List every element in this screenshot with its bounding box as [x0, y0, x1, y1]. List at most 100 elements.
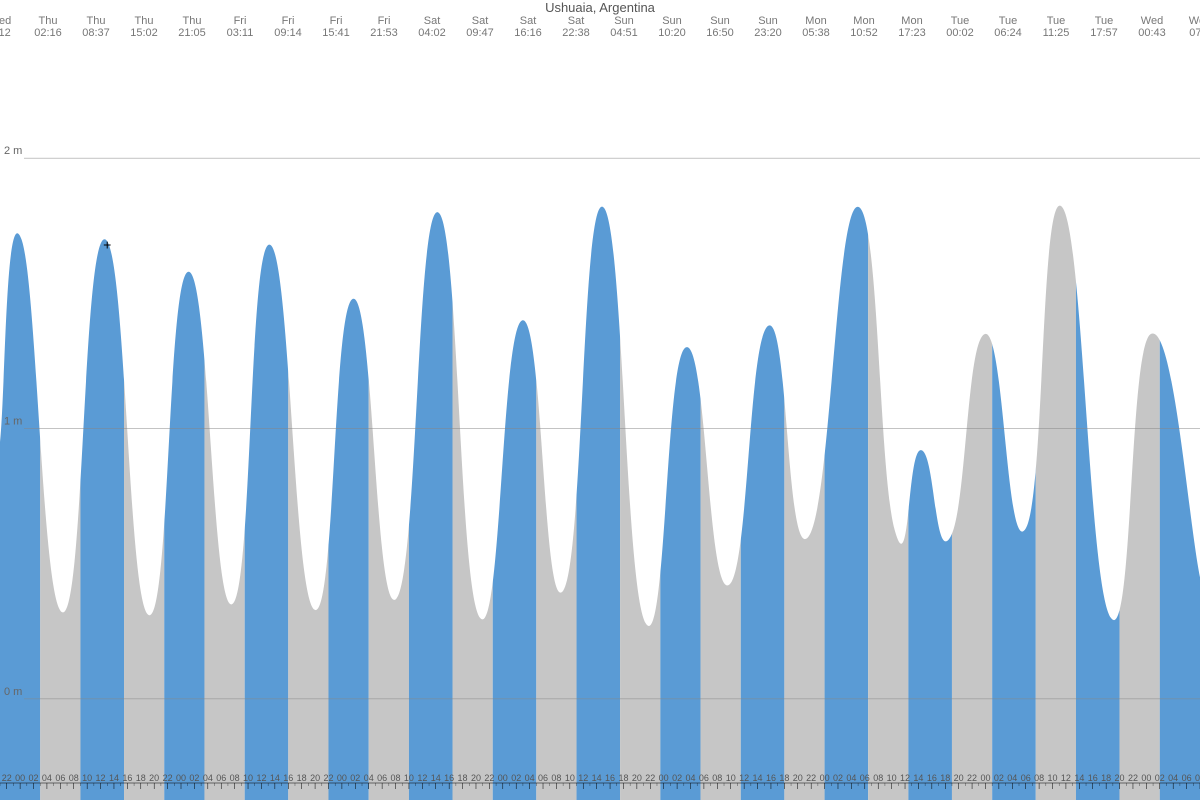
x-tick-label: 14 — [431, 773, 441, 783]
top-label-day: Sun — [758, 15, 778, 27]
top-label-time: 21:05 — [178, 27, 206, 39]
x-tick-label: 12 — [417, 773, 427, 783]
top-label-time: 16:50 — [706, 27, 734, 39]
x-tick-label: 18 — [618, 773, 628, 783]
x-tick-label: 22 — [645, 773, 655, 783]
x-tick-label: 10 — [404, 773, 414, 783]
top-label-day: Sat — [520, 15, 537, 27]
x-tick-label: 00 — [980, 773, 990, 783]
x-tick-label: 14 — [109, 773, 119, 783]
top-label-day: Thu — [183, 15, 202, 27]
x-tick-label: 22 — [323, 773, 333, 783]
x-tick-label: 14 — [1074, 773, 1084, 783]
x-tick-label: 10 — [726, 773, 736, 783]
x-tick-label: 04 — [846, 773, 856, 783]
top-label-day: Mon — [901, 15, 922, 27]
top-label-time: 09:14 — [274, 27, 302, 39]
x-tick-label: 10 — [82, 773, 92, 783]
top-label-day: Sun — [614, 15, 634, 27]
x-tick-label: 00 — [337, 773, 347, 783]
x-tick-label: 00 — [659, 773, 669, 783]
x-tick-label: 02 — [994, 773, 1004, 783]
x-tick-label: 04 — [685, 773, 695, 783]
x-tick-label: 10 — [243, 773, 253, 783]
chart-title: Ushuaia, Argentina — [545, 0, 656, 15]
top-label-time: 05:38 — [802, 27, 830, 39]
x-tick-label: 02 — [29, 773, 39, 783]
x-tick-label: 12 — [256, 773, 266, 783]
top-label-time: 02:16 — [34, 27, 62, 39]
x-tick-label: 20 — [310, 773, 320, 783]
top-label-day: Thu — [39, 15, 58, 27]
x-tick-label: 12 — [578, 773, 588, 783]
top-label-day: Sat — [424, 15, 441, 27]
x-tick-label: 02 — [672, 773, 682, 783]
x-tick-label: 16 — [122, 773, 132, 783]
x-tick-label: 02 — [833, 773, 843, 783]
x-tick-label: 00 — [820, 773, 830, 783]
tide-chart: 0 m1 m2 mUshuaia, ArgentinaWed0:12Thu02:… — [0, 0, 1200, 800]
top-label-day: Mon — [805, 15, 826, 27]
x-tick-label: 18 — [940, 773, 950, 783]
top-label-day: Sun — [662, 15, 682, 27]
x-tick-label: 04 — [1168, 773, 1178, 783]
top-label-time: 0:12 — [0, 27, 11, 39]
x-tick-label: 18 — [458, 773, 468, 783]
top-label-day: Tue — [951, 15, 970, 27]
y-axis-label: 2 m — [4, 145, 22, 157]
x-tick-label: 06 — [1021, 773, 1031, 783]
x-tick-label: 20 — [793, 773, 803, 783]
x-tick-label: 08 — [69, 773, 79, 783]
x-tick-label: 20 — [1115, 773, 1125, 783]
top-label-time: 06:24 — [994, 27, 1022, 39]
x-tick-label: 14 — [913, 773, 923, 783]
top-label-day: Fri — [330, 15, 343, 27]
x-tick-label: 10 — [887, 773, 897, 783]
top-label-time: 10:52 — [850, 27, 878, 39]
x-tick-label: 08 — [551, 773, 561, 783]
x-tick-label: 06 — [860, 773, 870, 783]
x-tick-label: 22 — [1128, 773, 1138, 783]
x-tick-label: 08 — [712, 773, 722, 783]
x-tick-label: 12 — [900, 773, 910, 783]
x-tick-label: 02 — [350, 773, 360, 783]
top-label-time: 16:16 — [514, 27, 542, 39]
x-tick-label: 02 — [1155, 773, 1165, 783]
x-tick-label: 02 — [189, 773, 199, 783]
top-label-time: 11:25 — [1043, 27, 1070, 39]
top-label-day: Tue — [999, 15, 1018, 27]
x-tick-label: 20 — [954, 773, 964, 783]
top-label-time: 22:38 — [562, 27, 590, 39]
x-tick-label: 06 — [538, 773, 548, 783]
top-label-time: 07:0 — [1189, 27, 1200, 39]
x-tick-label: 22 — [484, 773, 494, 783]
top-label-day: Thu — [135, 15, 154, 27]
top-label-day: Sun — [710, 15, 730, 27]
x-tick-label: 06 — [216, 773, 226, 783]
x-tick-label: 04 — [42, 773, 52, 783]
x-tick-label: 12 — [96, 773, 106, 783]
x-tick-label: 20 — [632, 773, 642, 783]
tide-area — [0, 0, 1200, 800]
top-label-day: Wed — [0, 15, 11, 27]
crosshair-marker: + — [103, 237, 111, 253]
top-label-time: 09:47 — [466, 27, 494, 39]
x-tick-label: 08 — [873, 773, 883, 783]
x-tick-label: 16 — [766, 773, 776, 783]
x-tick-label: 00 — [1141, 773, 1151, 783]
top-label-time: 00:02 — [946, 27, 974, 39]
x-tick-label: 10 — [1048, 773, 1058, 783]
top-label-time: 04:02 — [418, 27, 446, 39]
x-tick-label: 12 — [1061, 773, 1071, 783]
top-label-time: 17:57 — [1090, 27, 1118, 39]
x-tick-label: 04 — [525, 773, 535, 783]
x-tick-label: 06 — [377, 773, 387, 783]
top-label-day: Fri — [234, 15, 247, 27]
x-tick-label: 04 — [364, 773, 374, 783]
x-tick-label: 16 — [283, 773, 293, 783]
top-label-day: Tue — [1095, 15, 1114, 27]
top-label-day: Wed — [1141, 15, 1163, 27]
top-label-time: 10:20 — [658, 27, 686, 39]
x-tick-label: 22 — [2, 773, 12, 783]
top-label-time: 15:41 — [322, 27, 350, 39]
